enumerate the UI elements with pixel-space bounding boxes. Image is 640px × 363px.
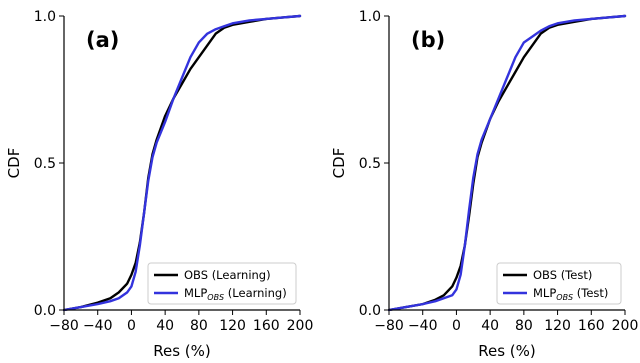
series-line-obs xyxy=(62,14,302,312)
y-tick-label: 0.5 xyxy=(359,156,381,172)
legend-label-main: OBS (Test) xyxy=(533,268,592,282)
x-axis-label: Res (%) xyxy=(153,342,211,360)
legend-label-main: OBS (Learning) xyxy=(184,268,271,282)
y-tick-label: 1.0 xyxy=(359,9,381,25)
x-tick-label: 80 xyxy=(515,318,533,334)
legend-label: MLPOBS (Learning) xyxy=(184,286,287,302)
x-tick-label: −80 xyxy=(374,318,404,334)
x-tick-label: 200 xyxy=(287,318,314,334)
x-tick-label: −40 xyxy=(83,318,113,334)
series-line-mlp-obs xyxy=(62,14,302,312)
legend: OBS (Test)MLPOBS (Test) xyxy=(496,262,622,305)
x-tick-label: 160 xyxy=(253,318,280,334)
x-tick-label: −80 xyxy=(49,318,79,334)
x-tick-label: 0 xyxy=(452,318,461,334)
legend-label: MLPOBS (Test) xyxy=(533,286,608,302)
x-axis-label: Res (%) xyxy=(478,342,536,360)
chart-panel-b: −80 −40 0 40 80 120 160 200 0.0 0.5 1.0 Res (%) CDF (… xyxy=(330,9,638,360)
y-tick-label: 0.0 xyxy=(359,303,381,319)
x-tick-label: 200 xyxy=(612,318,639,334)
x-tick-label: 40 xyxy=(156,318,174,334)
x-tick-label: 120 xyxy=(544,318,571,334)
series-line-mlp-obs xyxy=(387,14,627,312)
x-tick-label: −40 xyxy=(408,318,438,334)
legend-label-subscript: OBS xyxy=(207,293,224,302)
y-tick-label: 0.0 xyxy=(34,303,56,319)
y-tick-label: 0.5 xyxy=(34,156,56,172)
legend-label-subscript: OBS xyxy=(556,293,573,302)
y-tick-label: 1.0 xyxy=(34,9,56,25)
legend-label-main: MLP xyxy=(184,286,207,300)
y-axis-label: CDF xyxy=(330,148,348,179)
legend-label-rest: (Learning) xyxy=(224,286,287,300)
panel-label: (a) xyxy=(86,28,119,52)
x-tick-label: 120 xyxy=(219,318,246,334)
x-tick-label: 40 xyxy=(481,318,499,334)
legend: OBS (Learning)MLPOBS (Learning) xyxy=(147,262,297,305)
legend-label: OBS (Test) xyxy=(533,268,592,282)
chart-panel-a: −80 −40 0 40 80 120 160 200 0.0 0.5 1.0 Res (%) CDF (… xyxy=(5,9,313,360)
legend-label-rest: (Test) xyxy=(573,286,608,300)
x-tick-label: 160 xyxy=(578,318,605,334)
legend-label: OBS (Learning) xyxy=(184,268,271,282)
x-tick-label: 0 xyxy=(127,318,136,334)
legend-box xyxy=(496,262,622,305)
legend-box xyxy=(147,262,297,305)
y-axis-label: CDF xyxy=(5,148,23,179)
panel-label: (b) xyxy=(411,28,445,52)
x-tick-label: 80 xyxy=(190,318,208,334)
legend-label-main: MLP xyxy=(533,286,556,300)
